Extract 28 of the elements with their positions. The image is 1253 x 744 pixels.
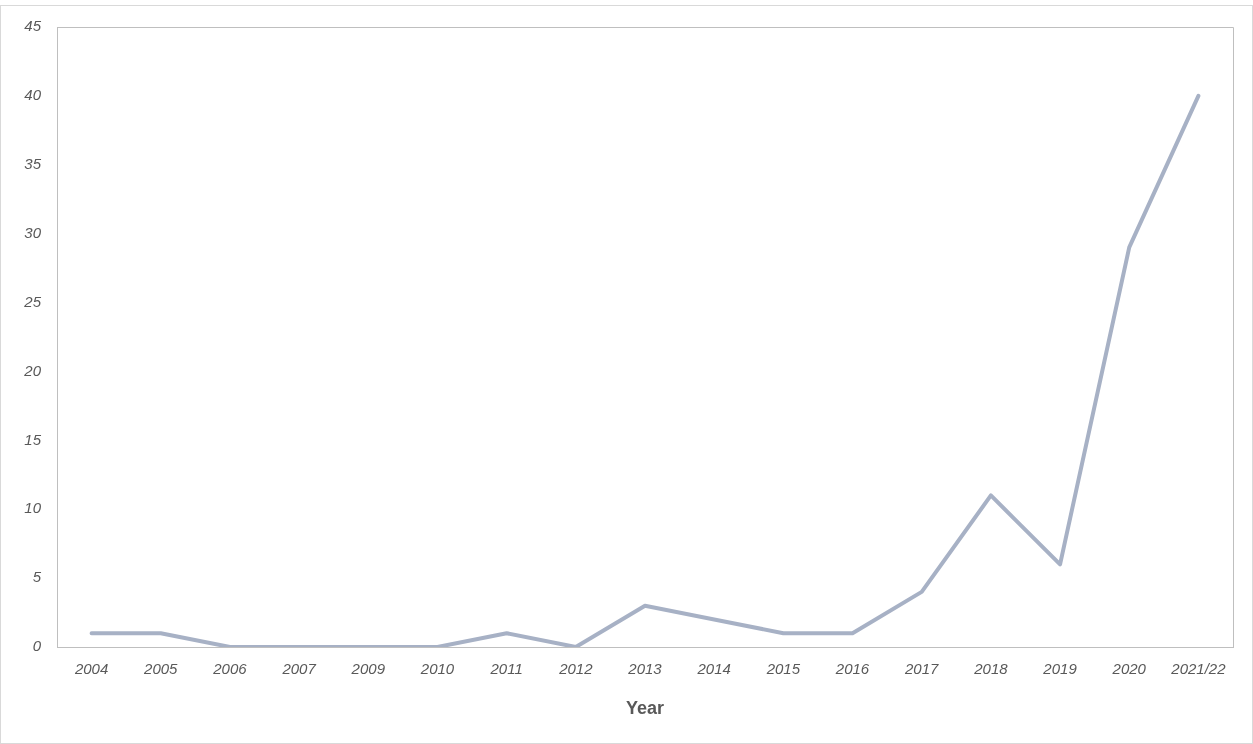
y-tick-label: 45 [24, 17, 42, 35]
y-tick-label: 25 [23, 292, 42, 310]
x-tick-label: 2018 [973, 660, 1009, 678]
y-tick-label: 10 [24, 499, 42, 517]
x-tick-label: 2017 [904, 660, 940, 678]
x-tick-label: 2010 [419, 660, 455, 678]
y-tick-label: 0 [32, 637, 42, 655]
x-tick-label: 2012 [558, 660, 594, 678]
x-axis-title: Year [625, 698, 665, 719]
x-tick-label: 2019 [1042, 660, 1078, 678]
x-tick-label: 2021/22 [1170, 660, 1227, 678]
x-tick-label: 2020 [1111, 660, 1147, 678]
x-tick-label: 2004 [73, 660, 109, 678]
y-tick-label: 15 [24, 430, 42, 448]
y-tick-label: 40 [24, 86, 42, 104]
x-tick-label: 2007 [281, 660, 317, 678]
x-tick-label: 2015 [765, 660, 801, 678]
x-tick-label: 2006 [212, 660, 248, 678]
y-tick-label: 30 [24, 223, 42, 241]
x-tick-label: 2005 [143, 660, 179, 678]
y-tick-label: 5 [32, 568, 42, 586]
x-tick-label: 2013 [627, 660, 663, 678]
x-tick-label: 2016 [834, 660, 870, 678]
y-tick-label: 35 [24, 154, 42, 172]
x-tick-label: 2014 [696, 660, 731, 678]
x-tick-label: 2009 [350, 660, 386, 678]
x-tick-label: 2011 [489, 660, 523, 678]
y-tick-label: 20 [23, 361, 42, 379]
